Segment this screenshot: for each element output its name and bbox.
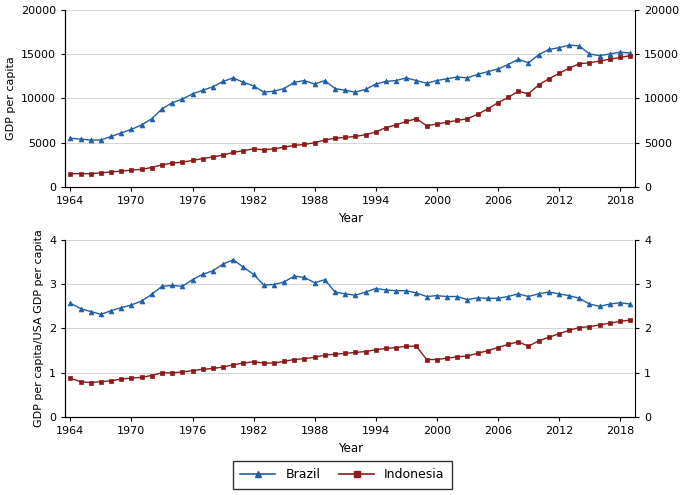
X-axis label: Year: Year: [338, 442, 363, 455]
X-axis label: Year: Year: [338, 212, 363, 225]
Y-axis label: GDP per capita/USA GDP per capita: GDP per capita/USA GDP per capita: [34, 230, 44, 427]
Y-axis label: GDP per capita: GDP per capita: [5, 56, 16, 140]
Legend: Brazil, Indonesia: Brazil, Indonesia: [233, 461, 452, 489]
